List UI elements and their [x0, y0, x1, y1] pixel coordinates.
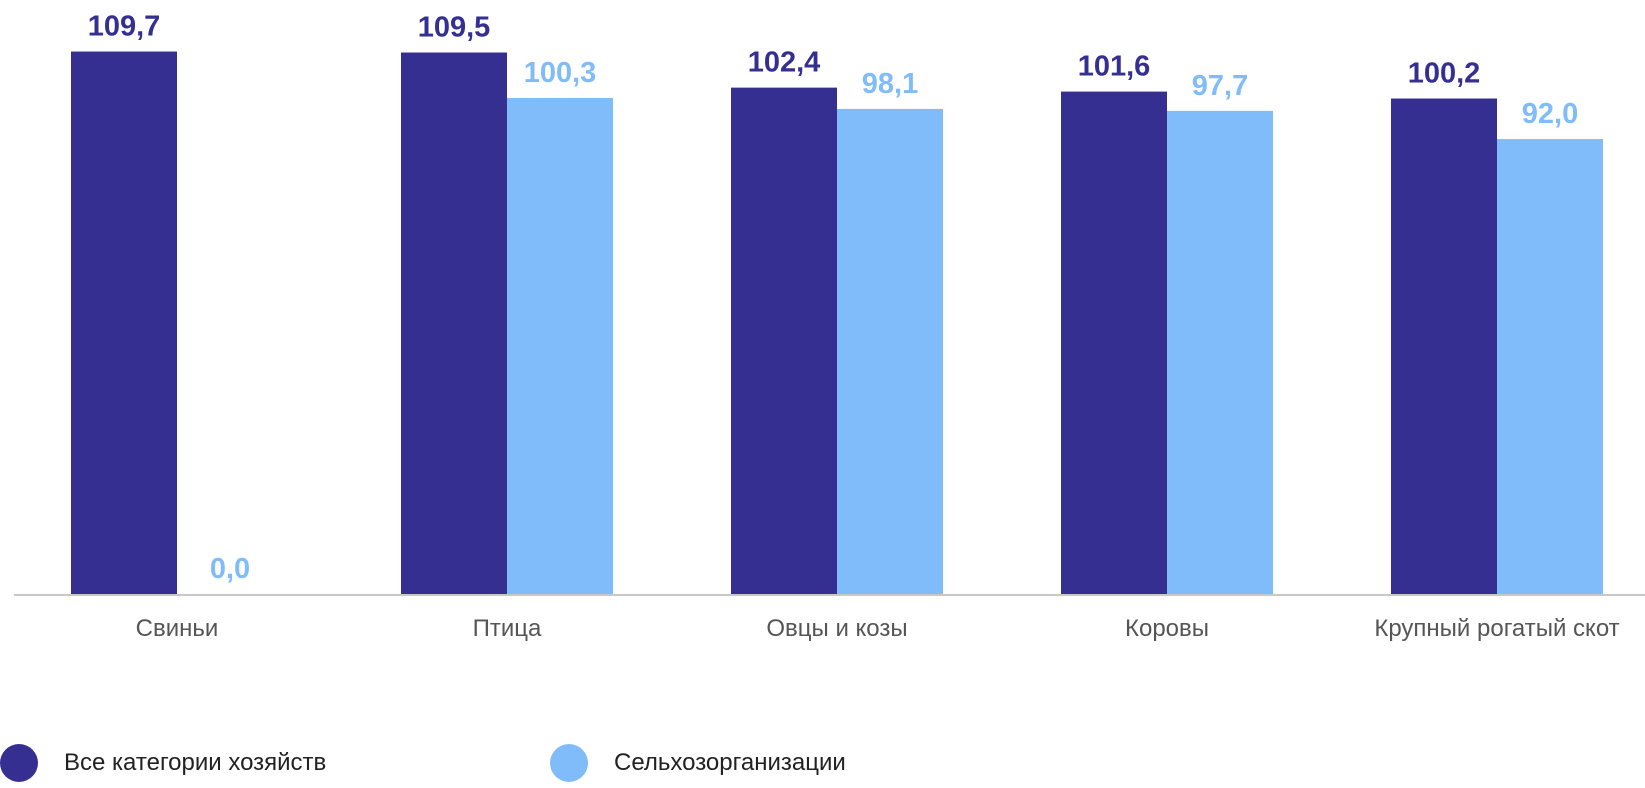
- data-label-all-households-0: 109,7: [88, 11, 161, 43]
- bar-all-households-0: [71, 51, 177, 594]
- x-tick-label-2: Овцы и козы: [766, 615, 907, 642]
- legend-label-all-households: Все категории хозяйств: [64, 749, 327, 776]
- legend-item-all-households: Все категории хозяйств: [0, 743, 326, 783]
- x-tick-label-1: Птица: [473, 615, 542, 642]
- data-label-all-households-4: 100,2: [1408, 58, 1481, 90]
- x-tick-label-0: Свиньи: [136, 615, 219, 642]
- legend-item-agricultural-organizations: Сельхозорганизации: [550, 743, 846, 783]
- data-label-agricultural-organizations-4: 92,0: [1522, 98, 1578, 130]
- x-tick-label-3: Коровы: [1125, 615, 1209, 642]
- bar-all-households-3: [1061, 91, 1167, 594]
- bar-chart: 109,7 109,5 102,4 101,6 100,2 0,0 100,3 98,1 97,…: [14, 11, 1645, 642]
- data-label-all-households-1: 109,5: [418, 12, 491, 44]
- data-label-agricultural-organizations-1: 100,3: [524, 57, 597, 89]
- bar-all-households-4: [1391, 98, 1497, 595]
- data-label-all-households-2: 102,4: [748, 47, 821, 79]
- bar-agricultural-organizations-1: [507, 98, 613, 594]
- x-tick-label-4: Крупный рогатый скот: [1374, 615, 1619, 642]
- data-label-all-households-3: 101,6: [1078, 51, 1151, 83]
- data-label-agricultural-organizations-3: 97,7: [1192, 70, 1248, 102]
- bar-all-households-1: [401, 52, 507, 594]
- legend: Все категории хозяйств Сельхозорганизаци…: [0, 743, 1645, 783]
- bar-all-households-2: [731, 87, 837, 595]
- legend-swatch-agricultural-organizations: [550, 744, 588, 782]
- bar-agricultural-organizations-4: [1497, 139, 1603, 594]
- bar-agricultural-organizations-3: [1167, 110, 1273, 594]
- data-label-agricultural-organizations-2: 98,1: [862, 68, 918, 100]
- bar-agricultural-organizations-2: [837, 108, 943, 594]
- data-label-agricultural-organizations-0: 0,0: [210, 553, 250, 585]
- legend-swatch-all-households: [0, 744, 38, 782]
- legend-label-agricultural-organizations: Сельхозорганизации: [614, 749, 846, 776]
